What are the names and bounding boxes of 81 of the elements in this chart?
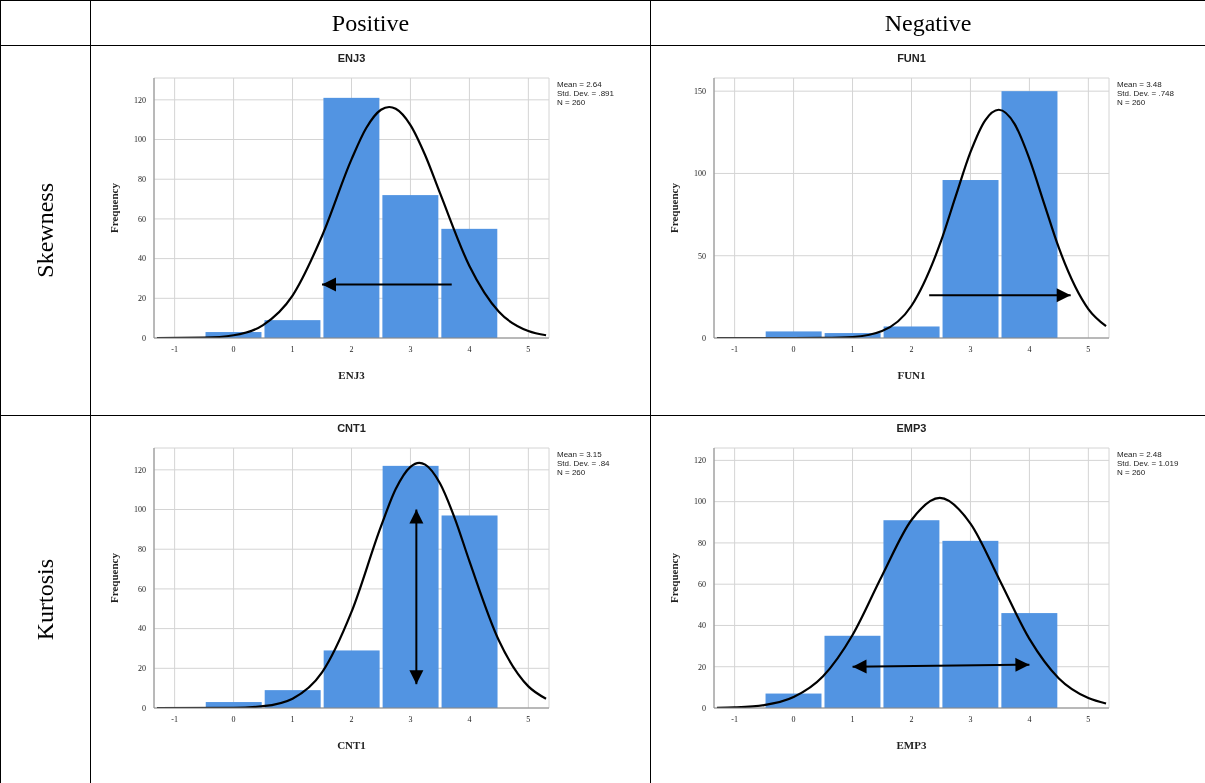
x-tick-label: -1 <box>171 714 178 724</box>
y-tick-label: 150 <box>694 87 706 96</box>
text: N = 260 <box>1117 468 1147 477</box>
text: Std. Dev. = 1.019 <box>1117 459 1179 468</box>
y-tick-label: 80 <box>138 545 146 555</box>
y-tick-label: 120 <box>694 456 706 466</box>
y-tick-label: 40 <box>698 621 706 631</box>
x-tick-label: 4 <box>467 344 472 354</box>
x-tick-label: 3 <box>968 714 973 724</box>
x-tick-label: 4 <box>1027 714 1032 724</box>
y-tick-label: 40 <box>138 254 146 264</box>
x-tick-label: -1 <box>731 714 738 724</box>
x-tick-label: 5 <box>1086 714 1091 724</box>
text: Mean = 3.48 <box>1117 80 1163 89</box>
x-tick-label: -1 <box>171 344 178 354</box>
y-tick-label: 80 <box>698 538 706 548</box>
y-tick-label: 0 <box>702 703 706 713</box>
text: Positive <box>91 1 651 46</box>
chart-title: ENJ3 <box>336 52 367 66</box>
text: Std. Dev. = .748 <box>1117 89 1174 98</box>
y-axis-title: Frequency <box>667 552 680 603</box>
x-axis-title: CNT1 <box>337 739 366 751</box>
x-tick-label: 0 <box>231 344 236 354</box>
chart-title: CNT1 <box>336 422 367 436</box>
y-tick-label: 0 <box>142 333 146 343</box>
text: Skewness <box>32 183 59 278</box>
y-tick-label: 0 <box>142 703 146 713</box>
x-tick-label: -1 <box>731 344 738 354</box>
y-tick-label: 60 <box>138 214 146 224</box>
text: N = 260 <box>557 98 587 107</box>
text: Mean = 3.15 <box>557 450 603 459</box>
x-tick-label: 2 <box>909 714 914 724</box>
y-tick-label: 50 <box>698 251 706 261</box>
x-tick-label: 0 <box>231 714 236 724</box>
x-tick-label: 2 <box>349 714 354 724</box>
y-tick-label: 60 <box>138 584 146 594</box>
x-tick-label: 3 <box>968 344 973 354</box>
y-tick-label: 100 <box>694 497 706 507</box>
y-tick-label: 0 <box>702 333 706 343</box>
x-tick-label: 2 <box>349 344 354 354</box>
x-tick-label: 5 <box>526 344 531 354</box>
x-axis-title: ENJ3 <box>338 369 366 381</box>
x-tick-label: 1 <box>850 344 855 354</box>
text: Std. Dev. = .891 <box>557 89 614 98</box>
y-axis-title: Frequency <box>107 182 120 233</box>
y-tick-label: 120 <box>134 95 146 105</box>
x-tick-label: 1 <box>290 344 295 354</box>
y-tick-label: 20 <box>698 662 706 672</box>
text: Mean = 2.48 <box>1117 450 1163 459</box>
x-axis-title: FUN1 <box>897 369 926 381</box>
y-tick-label: 20 <box>138 294 146 304</box>
text: N = 260 <box>557 468 587 477</box>
x-tick-label: 5 <box>1086 344 1091 354</box>
x-tick-label: 5 <box>526 714 531 724</box>
y-axis-title: Frequency <box>107 552 120 603</box>
x-tick-label: 0 <box>791 344 796 354</box>
text: N = 260 <box>1117 98 1147 107</box>
text: Negative <box>651 1 1205 46</box>
x-tick-label: 4 <box>467 714 472 724</box>
x-tick-label: 2 <box>909 344 914 354</box>
text: Std. Dev. = .84 <box>557 459 610 468</box>
text: Mean = 2.64 <box>557 80 603 89</box>
y-tick-label: 40 <box>138 624 146 634</box>
x-tick-label: 3 <box>408 344 413 354</box>
text: Kurtosis <box>32 558 59 641</box>
y-tick-label: 80 <box>138 175 146 185</box>
x-tick-label: 3 <box>408 714 413 724</box>
y-tick-label: 100 <box>134 135 146 145</box>
y-tick-label: 120 <box>134 465 146 475</box>
y-tick-label: 100 <box>694 169 706 179</box>
x-tick-label: 4 <box>1027 344 1032 354</box>
y-tick-label: 100 <box>134 505 146 515</box>
x-tick-label: 0 <box>791 714 796 724</box>
x-axis-title: EMP3 <box>896 739 927 751</box>
chart-title: FUN1 <box>896 52 927 66</box>
y-tick-label: 60 <box>698 580 706 590</box>
y-tick-label: 20 <box>138 664 146 674</box>
x-tick-label: 1 <box>290 714 295 724</box>
chart-title: EMP3 <box>895 422 928 436</box>
x-tick-label: 1 <box>850 714 855 724</box>
y-axis-title: Frequency <box>667 182 680 233</box>
